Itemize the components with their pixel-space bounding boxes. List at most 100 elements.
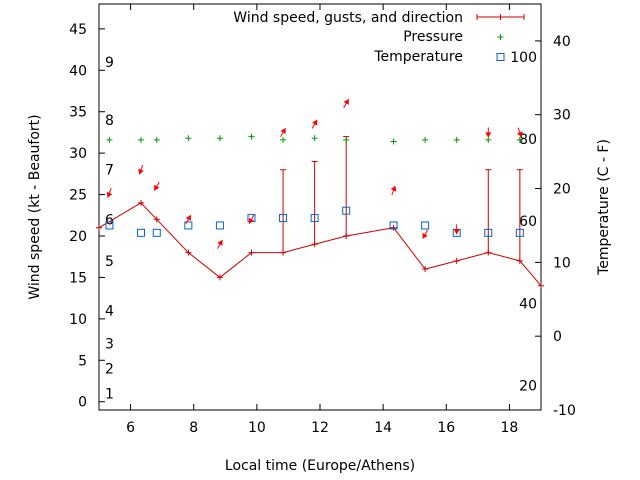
- temperature-point: [389, 221, 398, 230]
- beaufort-label: 7: [105, 163, 114, 179]
- beaufort-label: 6: [105, 212, 114, 228]
- wind-speed-point: [96, 224, 102, 231]
- wind-direction-arrow-head: [422, 232, 428, 239]
- y-tick-label-left: 40: [69, 63, 87, 79]
- wind-speed-line: [98, 202, 542, 287]
- pressure-point: [280, 136, 287, 143]
- wind-direction-arrow-head: [280, 128, 286, 134]
- wind-direction-arrow-head: [217, 239, 223, 246]
- beaufort-label: 2: [105, 362, 114, 378]
- y-tick-label-left: 5: [78, 353, 87, 369]
- wind-speed-point: [453, 257, 460, 264]
- pressure-point: [485, 136, 492, 143]
- wind-direction-arrow-head: [106, 191, 113, 198]
- wind-direction-arrow-head: [517, 131, 523, 138]
- y-tick-label-left: 30: [69, 146, 87, 162]
- wind-speed-point: [248, 249, 255, 256]
- x-tick-label: 6: [126, 420, 135, 436]
- fahrenheit-label: 60: [519, 214, 537, 230]
- temperature-point: [152, 228, 161, 237]
- x-tick-label: 16: [437, 420, 455, 436]
- x-tick-label: 18: [501, 420, 519, 436]
- plot-frame: [98, 3, 542, 411]
- wind-direction-arrow-head: [138, 168, 144, 175]
- pressure-point: [390, 138, 397, 145]
- beaufort-label: 4: [105, 304, 114, 320]
- wind-speed-point: [390, 224, 397, 231]
- legend-temperature-label: Temperature: [373, 49, 463, 65]
- y-axis-label-right: Temperature (C - F): [596, 139, 612, 276]
- beaufort-label: 5: [105, 254, 114, 270]
- temperature-point: [136, 228, 145, 237]
- y-tick-label-left: 15: [69, 270, 87, 286]
- y-tick-label-right: 10: [553, 255, 571, 271]
- pressure-point: [311, 135, 318, 142]
- wind-speed-point: [516, 257, 523, 264]
- temperature-point: [342, 206, 351, 215]
- y-tick-label-left: 25: [69, 188, 87, 204]
- wind-speed-point: [153, 216, 160, 223]
- y-tick-label-right: -10: [553, 403, 576, 419]
- temperature-point: [105, 221, 114, 230]
- y-tick-label-left: 35: [69, 105, 87, 121]
- pressure-point: [422, 136, 429, 143]
- fahrenheit-label: 100: [510, 50, 537, 66]
- wind-direction-arrow-head: [312, 119, 318, 126]
- y-tick-label-left: 20: [69, 229, 87, 245]
- y-tick-label-right: 40: [553, 34, 571, 50]
- wind-speed-point: [280, 249, 287, 256]
- pressure-point: [453, 136, 460, 143]
- pressure-point: [248, 133, 255, 140]
- temperature-point: [184, 221, 193, 230]
- y-tick-label-left: 0: [78, 395, 87, 411]
- temperature-point: [215, 221, 224, 230]
- legend-pressure-swatch: [497, 34, 504, 40]
- y-tick-label-right: 20: [553, 182, 571, 198]
- temperature-point: [515, 228, 524, 237]
- wind-direction-arrow-head: [154, 184, 160, 191]
- beaufort-label: 9: [105, 55, 114, 71]
- temperature-point: [421, 221, 430, 230]
- y-axis-label-left: Wind speed (kt - Beaufort): [27, 114, 43, 299]
- y-tick-label-right: 30: [553, 108, 571, 124]
- pressure-point: [137, 136, 144, 143]
- pressure-point: [185, 135, 192, 142]
- wind-direction-arrow-head: [185, 215, 191, 221]
- wind-speed-point: [538, 282, 544, 289]
- legend-pressure-label: Pressure: [403, 29, 463, 45]
- wind-speed-point: [343, 233, 350, 239]
- legend-wind-swatch-marker: [497, 14, 504, 20]
- fahrenheit-label: 40: [519, 297, 537, 313]
- pressure-point: [216, 135, 223, 142]
- x-tick-label: 8: [189, 420, 198, 436]
- pressure-point: [106, 136, 113, 143]
- wind-speed-point: [137, 199, 144, 206]
- wind-direction-arrow-head: [390, 185, 397, 192]
- wind-direction-arrow-head: [485, 132, 492, 138]
- wind-speed-point: [422, 266, 429, 273]
- x-tick-label: 14: [374, 420, 392, 436]
- beaufort-label: 8: [105, 113, 114, 129]
- wind-direction-arrow-head: [453, 229, 460, 235]
- x-axis-label: Local time (Europe/Athens): [225, 458, 415, 474]
- beaufort-label: 3: [105, 337, 114, 353]
- x-tick-label: 10: [248, 420, 266, 436]
- temperature-point: [484, 228, 493, 237]
- wind-speed-point: [485, 249, 492, 256]
- legend-temperature-swatch: [496, 53, 505, 61]
- temperature-point: [310, 214, 319, 223]
- fahrenheit-label: 20: [519, 379, 537, 395]
- y-tick-label-right: 0: [553, 329, 562, 345]
- beaufort-label: 1: [105, 386, 114, 402]
- x-tick-label: 12: [311, 420, 329, 436]
- wind-direction-arrow-head: [248, 217, 255, 224]
- wind-speed-point: [216, 274, 223, 281]
- wind-direction-arrow-head: [343, 99, 349, 105]
- legend-wind-label: Wind speed, gusts, and direction: [233, 10, 463, 26]
- wind-speed-point: [311, 241, 318, 248]
- y-tick-label-left: 45: [69, 22, 87, 38]
- pressure-point: [343, 136, 350, 143]
- fahrenheit-label: 80: [519, 132, 537, 148]
